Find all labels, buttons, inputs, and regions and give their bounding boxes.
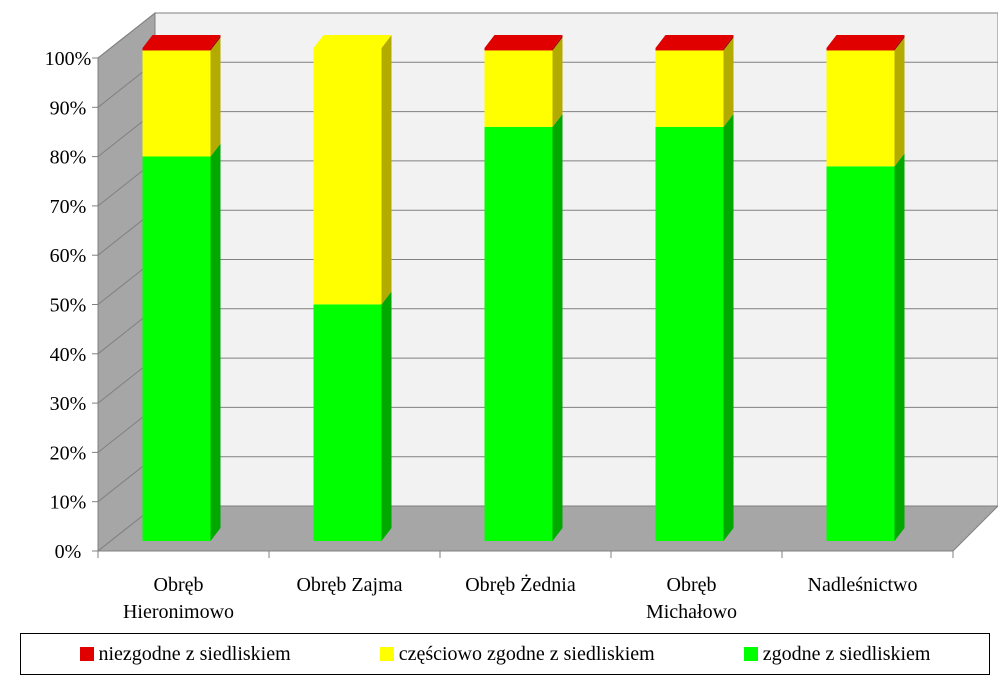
bar-side-1: [723, 37, 734, 127]
legend-swatch-green: [743, 647, 758, 661]
bar-segment-1: [655, 50, 724, 127]
bar-side-1: [894, 37, 905, 167]
legend-item-zgodne: zgodne z siedliskiem: [743, 642, 931, 666]
x-category-label: Obręb Żednia: [465, 573, 576, 596]
y-tick-label: 0%: [55, 541, 82, 563]
bars: [142, 35, 905, 541]
bar-segment-1: [142, 50, 211, 157]
bar-top: [484, 35, 563, 48]
y-axis: 0% 10% 20% 30% 40% 50% 60% 70% 80% 90% 100%: [45, 48, 99, 563]
y-tick-label: 10%: [50, 492, 87, 514]
y-tick-label: 40%: [50, 344, 87, 366]
legend-label: częściowo zgodne z siedliskiem: [398, 642, 655, 665]
legend-item-czesciowo: częściowo zgodne z siedliskiem: [379, 642, 655, 666]
x-category-label: Nadleśnictwo: [808, 574, 918, 596]
bar-side-0: [381, 291, 392, 541]
bar-side-0: [894, 153, 905, 541]
gridline-side: [97, 12, 156, 59]
bar-side-0: [210, 143, 221, 541]
bar-top: [313, 35, 392, 48]
bar-side-2: [210, 35, 221, 51]
bar-top: [655, 35, 734, 48]
bar-segment-2: [826, 48, 895, 51]
bar-segment-1: [484, 50, 553, 127]
legend-swatch-yellow: [379, 647, 394, 661]
bar-segment-1: [313, 48, 382, 305]
y-tick-label: 100%: [45, 48, 92, 70]
bar-side-0: [723, 113, 734, 541]
bar-segment-0: [313, 304, 382, 541]
bar-side-2: [894, 35, 905, 51]
y-tick-label: 50%: [50, 295, 87, 317]
x-category-label: Obręb: [154, 574, 204, 596]
bar-side-2: [552, 35, 563, 51]
bar-top: [826, 35, 905, 48]
bar-segment-2: [142, 48, 211, 51]
y-tick-label: 30%: [50, 393, 87, 415]
bar-segment-2: [655, 48, 724, 51]
bar-segment-1: [826, 50, 895, 167]
legend: niezgodne z siedliskiem częściowo zgodne…: [20, 633, 990, 675]
bar-segment-0: [826, 166, 895, 541]
y-tick-label: 60%: [50, 245, 87, 267]
legend-item-niezgodne: niezgodne z siedliskiem: [79, 642, 291, 666]
bar-side-2: [723, 35, 734, 51]
legend-label: zgodne z siedliskiem: [762, 642, 931, 665]
bar-segment-2: [484, 48, 553, 51]
legend-label: niezgodne z siedliskiem: [98, 642, 291, 665]
legend-swatch-red: [79, 647, 94, 661]
bar-side-0: [552, 113, 563, 541]
bar-segment-0: [484, 126, 553, 541]
bar-side-1: [381, 35, 392, 305]
bar-side-1: [552, 37, 563, 127]
x-category-label: Michałowo: [646, 601, 737, 623]
bar-segment-0: [655, 126, 724, 541]
bar-side-1: [210, 37, 221, 157]
x-category-label: Obręb Zajma: [296, 574, 402, 596]
bar-segment-0: [142, 156, 211, 541]
x-category-label: Hieronimowo: [123, 601, 234, 623]
x-axis: Obręb Hieronimowo Obręb Zajma Obręb Żednia O…: [97, 550, 954, 623]
y-tick-label: 90%: [50, 97, 87, 119]
y-tick-label: 80%: [50, 147, 87, 169]
bar-top: [142, 35, 221, 48]
x-category-label: Obręb: [667, 574, 717, 596]
y-tick-label: 70%: [50, 196, 87, 218]
y-tick-label: 20%: [50, 442, 87, 464]
